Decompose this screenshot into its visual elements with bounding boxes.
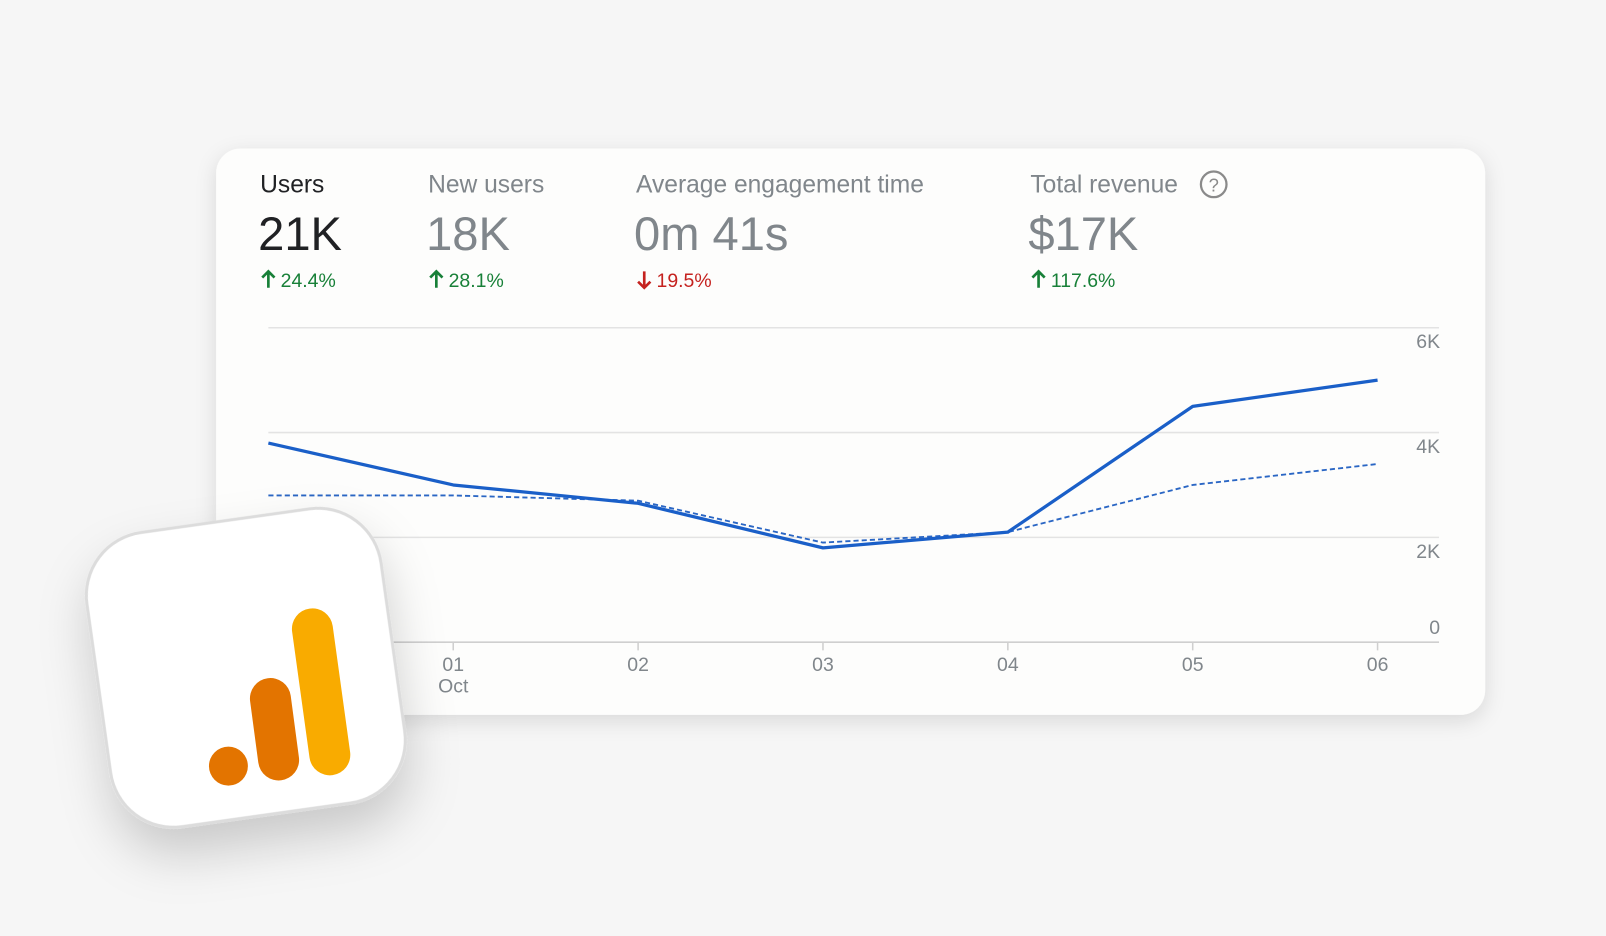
metric-change: 24.4%: [281, 270, 336, 292]
x-tick-label: 04: [997, 654, 1019, 676]
card: [216, 148, 1486, 715]
analytics-logo: [208, 608, 351, 786]
x-tick-label: 05: [1182, 654, 1204, 676]
x-tick-label: 02: [627, 654, 649, 676]
y-tick-label: 6K: [1416, 331, 1440, 353]
y-tick-label: 2K: [1416, 541, 1440, 563]
metric-label: New users: [428, 172, 544, 199]
metric-change: 19.5%: [657, 270, 712, 292]
x-tick-label: 03: [812, 654, 834, 676]
x-tick-label: 06: [1367, 654, 1389, 676]
change-arrow: [637, 271, 652, 290]
help-icon[interactable]: ?: [1199, 170, 1228, 199]
metric-change: 117.6%: [1051, 270, 1115, 292]
x-tick-label: 01: [442, 654, 464, 676]
metric-value: 18K: [426, 207, 510, 260]
metric-change: 28.1%: [449, 270, 504, 292]
svg-text:?: ?: [1209, 175, 1219, 196]
y-tick-label: 0: [1429, 617, 1440, 639]
change-arrow: [429, 269, 444, 288]
metric-label: Average engagement time: [636, 172, 924, 199]
metric-label: Users: [260, 172, 324, 199]
y-tick-label: 4K: [1416, 436, 1440, 458]
metrics: Users 21K 24.4% New users 18K 28.1% Average en…: [258, 172, 1178, 292]
x-tick-sublabel: Oct: [438, 675, 469, 697]
series-line: [268, 463, 1378, 544]
metric-value: 0m 41s: [634, 207, 789, 260]
change-arrow: [1031, 269, 1046, 288]
metric-value: $17K: [1028, 207, 1138, 260]
metric-label: Total revenue: [1030, 172, 1178, 199]
change-arrow: [261, 269, 276, 288]
app-icon: [84, 506, 407, 829]
series-line: [268, 378, 1378, 550]
metric-value: 21K: [258, 207, 342, 260]
